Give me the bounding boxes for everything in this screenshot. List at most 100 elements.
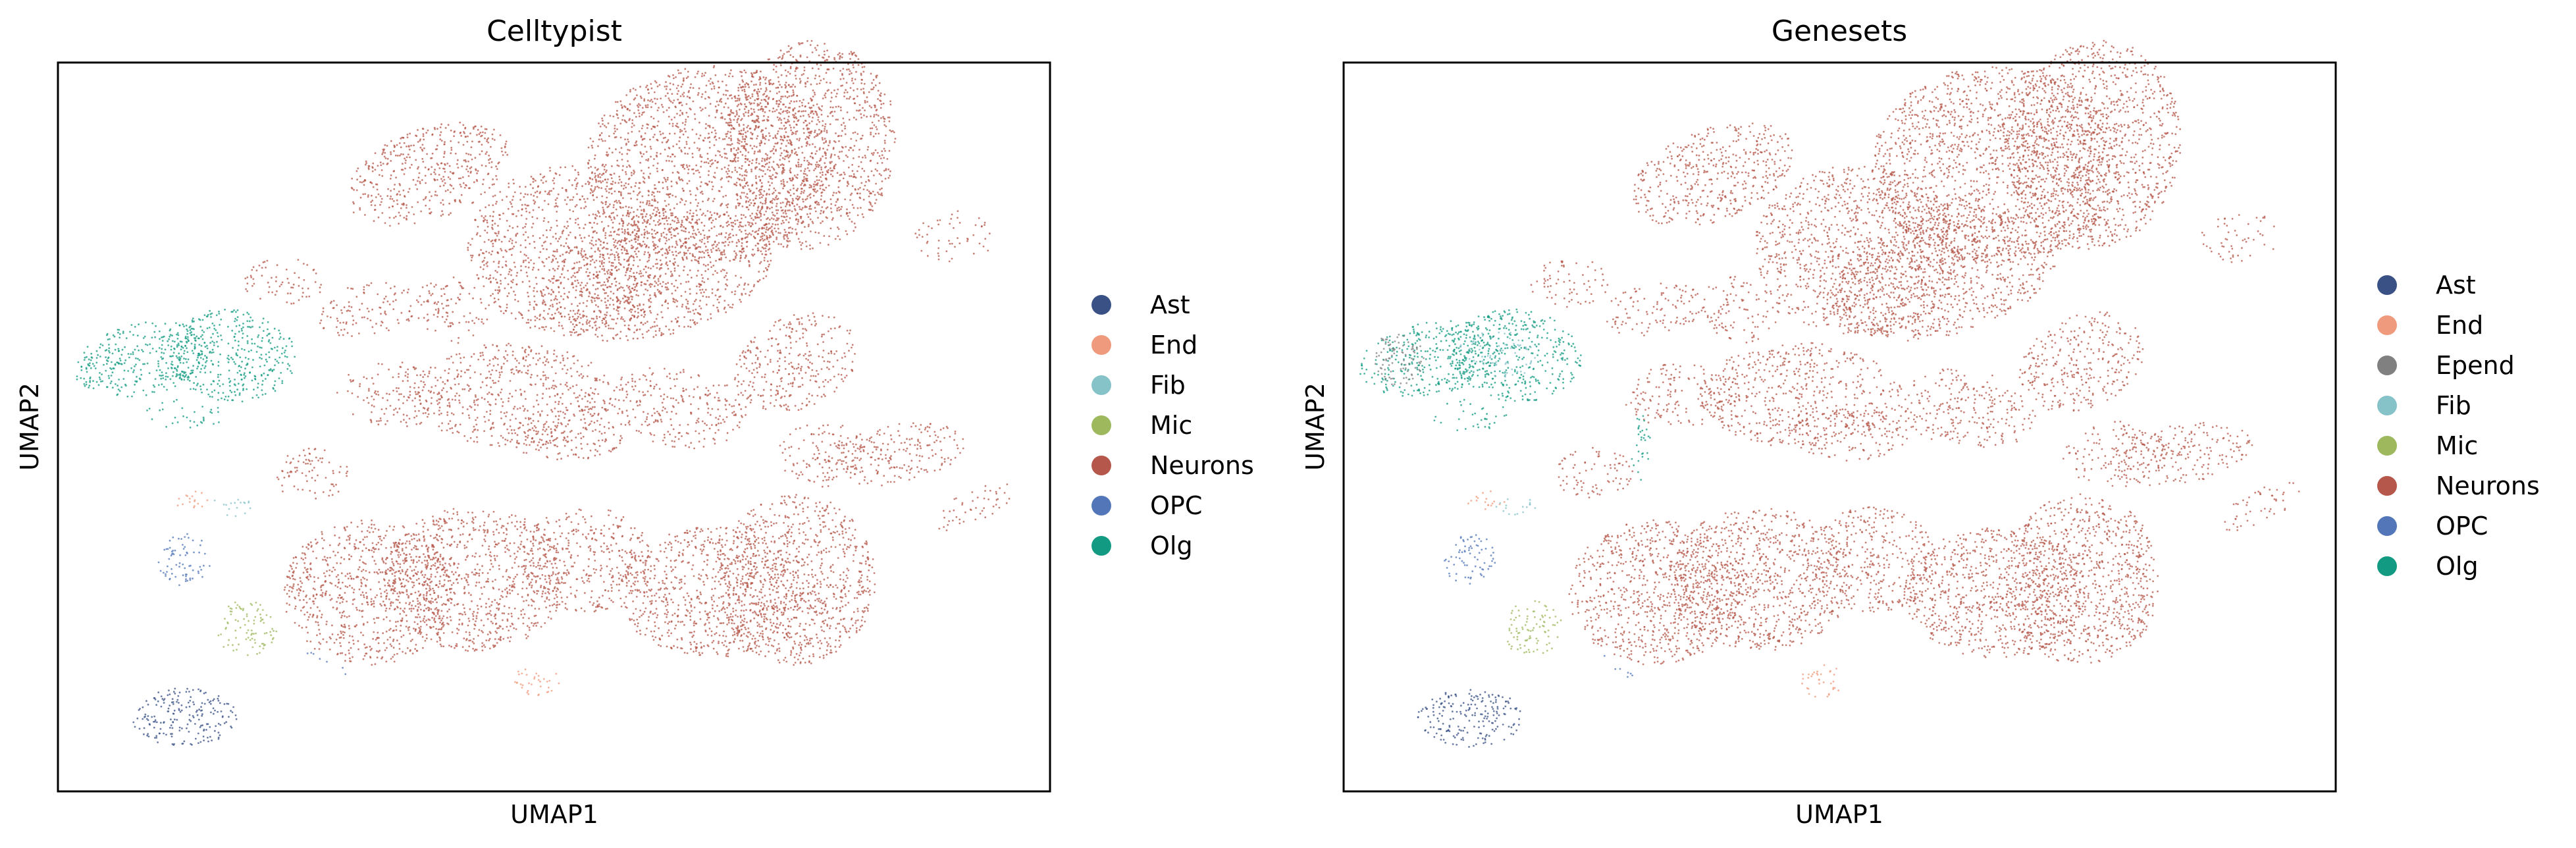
scatter-point: [701, 72, 704, 75]
scatter-point: [392, 200, 395, 202]
scatter-point: [850, 138, 853, 140]
scatter-point: [781, 138, 784, 141]
scatter-point: [829, 142, 831, 144]
scatter-point: [747, 111, 750, 114]
scatter-point: [639, 270, 642, 273]
scatter-point: [698, 121, 700, 124]
scatter-point: [621, 239, 623, 242]
scatter-point: [579, 313, 581, 315]
scatter-point: [636, 94, 638, 97]
scatter-point: [627, 228, 629, 230]
scatter-point: [876, 128, 878, 130]
scatter-point: [484, 191, 486, 194]
scatter-point: [716, 161, 719, 164]
scatter-point: [770, 150, 772, 153]
scatter-point: [702, 200, 704, 203]
scatter-point: [641, 169, 643, 172]
scatter-point: [693, 321, 696, 323]
scatter-point: [545, 180, 547, 182]
scatter-point: [512, 213, 513, 215]
scatter-point: [765, 228, 768, 230]
scatter-point: [738, 167, 741, 169]
scatter-point: [689, 193, 692, 196]
scatter-point: [749, 215, 752, 217]
scatter-point: [534, 201, 537, 203]
scatter-point: [842, 177, 845, 180]
scatter-point: [614, 246, 616, 248]
scatter-point: [830, 203, 833, 205]
scatter-point: [711, 292, 714, 294]
scatter-point: [714, 294, 717, 296]
scatter-point: [752, 108, 755, 111]
scatter-point: [721, 203, 723, 205]
scatter-point: [786, 51, 789, 53]
scatter-point: [739, 202, 741, 205]
scatter-point: [512, 196, 515, 198]
scatter-point: [774, 142, 777, 145]
scatter-point: [681, 83, 684, 86]
scatter-point: [666, 240, 668, 242]
scatter-point: [739, 84, 741, 86]
scatter-point: [596, 317, 598, 320]
scatter-point: [839, 106, 842, 109]
scatter-point: [660, 334, 663, 336]
scatter-point: [596, 232, 598, 234]
scatter-point: [691, 218, 694, 221]
scatter-point: [819, 188, 822, 190]
scatter-point: [741, 167, 743, 170]
scatter-point: [462, 124, 465, 126]
scatter-point: [724, 288, 727, 290]
scatter-point: [808, 194, 810, 196]
scatter-point: [434, 173, 436, 175]
scatter-point: [822, 171, 824, 174]
scatter-point: [510, 253, 513, 256]
scatter-point: [796, 190, 799, 192]
scatter-point: [765, 267, 767, 269]
scatter-point: [550, 327, 552, 329]
scatter-point: [816, 179, 818, 182]
scatter-point: [712, 185, 714, 188]
scatter-point: [801, 242, 804, 244]
scatter-point: [828, 244, 829, 246]
scatter-point: [784, 95, 787, 97]
scatter-point: [643, 310, 646, 313]
scatter-point: [785, 213, 787, 215]
scatter-point: [804, 138, 807, 140]
scatter-point: [528, 280, 531, 282]
scatter-point: [724, 157, 726, 159]
scatter-point: [424, 174, 427, 177]
scatter-point: [799, 105, 801, 108]
scatter-point: [571, 184, 573, 186]
scatter-point: [770, 225, 773, 228]
scatter-point: [822, 124, 824, 127]
scatter-point: [806, 180, 808, 182]
scatter-point: [618, 199, 620, 202]
scatter-point: [700, 181, 702, 183]
scatter-point: [766, 169, 769, 171]
scatter-point: [789, 139, 791, 142]
scatter-point: [656, 263, 659, 265]
scatter-point: [625, 205, 627, 207]
scatter-point: [625, 121, 627, 124]
scatter-point: [754, 124, 757, 127]
scatter-point: [638, 112, 641, 115]
scatter-point: [743, 248, 745, 250]
scatter-point: [518, 311, 520, 313]
scatter-point: [739, 254, 742, 257]
scatter-point: [510, 280, 513, 282]
scatter-point: [799, 115, 802, 118]
scatter-point: [486, 138, 488, 141]
scatter-point: [804, 198, 807, 201]
scatter-point: [792, 84, 795, 86]
scatter-point: [515, 215, 517, 217]
scatter-point: [626, 224, 629, 226]
scatter-point: [478, 133, 481, 136]
scatter-point: [887, 169, 889, 171]
scatter-point: [820, 222, 822, 225]
scatter-point: [621, 107, 623, 109]
scatter-point: [825, 141, 827, 144]
scatter-point: [604, 316, 607, 319]
scatter-point: [627, 178, 630, 180]
scatter-point: [505, 140, 508, 143]
scatter-point: [571, 199, 573, 201]
